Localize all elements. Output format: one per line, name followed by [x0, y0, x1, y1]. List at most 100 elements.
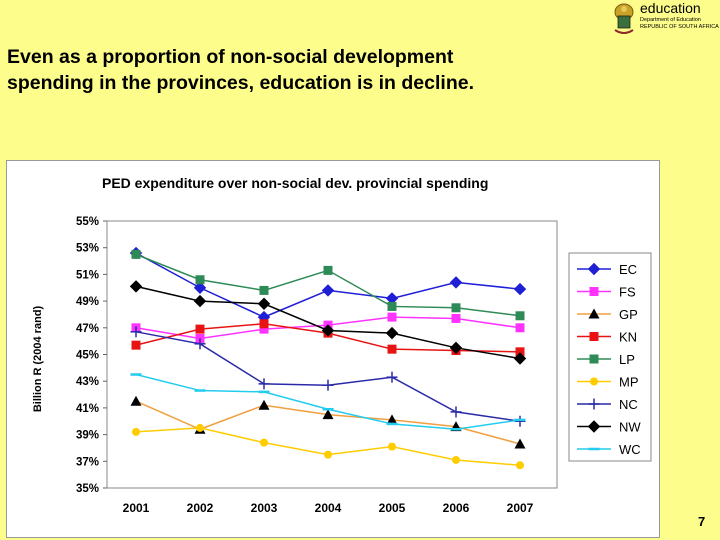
data-point-nc: [322, 379, 334, 391]
data-point-fs: [515, 323, 525, 333]
legend-label-kn: KN: [619, 330, 637, 345]
slide-title: Even as a proportion of non-social devel…: [7, 44, 607, 96]
data-point-mp: [452, 455, 460, 464]
logo-department-text: Department of Education REPUBLIC OF SOUT…: [640, 17, 719, 30]
data-point-gp: [258, 399, 270, 410]
x-tick-label: 2003: [251, 501, 278, 515]
legend-marker-nw: [587, 420, 601, 433]
series-mp: [132, 423, 524, 470]
title-line-1: Even as a proportion of non-social devel…: [7, 46, 454, 68]
chart-title: PED expenditure over non-social dev. pro…: [102, 175, 488, 191]
logo-wordmark: education: [640, 0, 701, 16]
x-tick-label: 2001: [123, 501, 150, 515]
data-point-ec: [513, 282, 527, 296]
y-tick-label: 41%: [76, 403, 99, 415]
logo-dept-line-1: Department of Education: [640, 17, 701, 23]
data-point-fs: [387, 312, 397, 322]
legend-label-ec: EC: [619, 262, 637, 277]
y-tick-label: 47%: [76, 323, 99, 335]
y-tick-label: 43%: [76, 376, 99, 388]
y-tick-label: 51%: [76, 269, 99, 281]
department-logo: education Department of Education REPUBL…: [612, 0, 720, 40]
title-line-2: spending in the provinces, education is …: [7, 72, 475, 94]
line-chart: PED expenditure over non-social dev. pro…: [32, 175, 652, 515]
legend-marker-ec: [587, 262, 601, 276]
data-point-nc: [386, 371, 398, 383]
legend-entry-fs: FS: [577, 285, 636, 300]
legend-marker-fs: [589, 287, 599, 296]
data-point-nw: [129, 280, 143, 293]
page-number: 7: [698, 514, 706, 529]
data-point-mp: [516, 461, 524, 470]
data-point-gp: [322, 409, 334, 420]
legend-entry-nw: NW: [577, 420, 641, 435]
data-point-nc: [450, 406, 462, 418]
plot-area: [106, 220, 558, 489]
data-point-lp: [451, 303, 461, 313]
data-point-kn: [131, 340, 141, 350]
series-nw: [129, 280, 527, 365]
data-point-mp: [324, 450, 332, 459]
series-line-gp: [135, 400, 521, 445]
series-wc: [130, 373, 526, 431]
legend-entry-mp: MP: [577, 375, 639, 390]
data-point-kn: [259, 319, 269, 329]
legend-label-mp: MP: [619, 375, 639, 390]
data-point-nc: [194, 338, 206, 350]
data-point-fs: [259, 324, 269, 334]
data-point-nw: [193, 294, 207, 308]
data-point-gp: [386, 414, 398, 425]
x-tick-label: 2005: [379, 501, 406, 515]
legend-label-wc: WC: [619, 442, 641, 457]
y-tick-label: 39%: [76, 430, 99, 442]
data-point-nw: [321, 324, 335, 337]
y-tick-label: 49%: [76, 296, 99, 308]
legend-label-nc: NC: [619, 397, 638, 412]
series-line-mp: [135, 427, 521, 467]
data-point-mp: [196, 423, 204, 432]
data-point-fs: [451, 313, 461, 323]
x-tick-label: 2007: [507, 501, 534, 515]
data-point-nc: [514, 415, 526, 427]
y-tick-label: 45%: [76, 350, 99, 362]
data-point-kn: [195, 324, 205, 334]
data-point-nw: [513, 352, 527, 365]
data-point-nc: [130, 326, 142, 338]
data-point-lp: [323, 265, 333, 275]
legend-marker-gp: [588, 308, 600, 319]
x-tick-label: 2006: [443, 501, 470, 515]
legend-entry-kn: KN: [577, 330, 637, 345]
y-tick-label: 37%: [76, 456, 99, 468]
legend-label-nw: NW: [619, 420, 641, 435]
legend-entry-lp: LP: [577, 352, 635, 367]
series-nc: [130, 326, 526, 427]
legend-marker-kn: [589, 332, 599, 341]
data-point-mp: [260, 438, 268, 447]
chart-panel: PED expenditure over non-social dev. pro…: [6, 160, 660, 538]
data-point-gp: [130, 395, 142, 406]
coat-of-arms-icon: [614, 3, 634, 34]
legend-label-fs: FS: [619, 285, 636, 300]
data-point-nw: [385, 326, 399, 340]
y-tick-label: 35%: [76, 483, 99, 495]
legend-entry-nc: NC: [577, 397, 638, 412]
logo-dept-line-2: REPUBLIC OF SOUTH AFRICA: [640, 23, 719, 30]
y-tick-label: 53%: [76, 243, 99, 255]
data-point-lp: [259, 285, 269, 295]
data-point-ec: [193, 281, 207, 294]
data-point-mp: [132, 427, 140, 436]
legend-marker-nc: [588, 398, 600, 410]
legend-entry-ec: EC: [577, 262, 637, 277]
data-point-nw: [257, 297, 271, 310]
data-point-lp: [131, 249, 141, 259]
series-gp: [130, 395, 526, 449]
legend-label-lp: LP: [619, 352, 635, 367]
legend-entry-gp: GP: [577, 307, 638, 322]
data-point-lp: [195, 275, 205, 285]
data-point-kn: [387, 344, 397, 354]
data-point-mp: [388, 442, 396, 451]
data-point-nw: [449, 341, 463, 355]
data-point-lp: [387, 301, 397, 311]
legend-entry-wc: WC: [577, 442, 641, 457]
series-line-nc: [135, 331, 521, 422]
